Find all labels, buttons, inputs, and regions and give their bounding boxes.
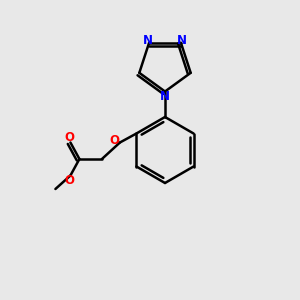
Text: N: N	[177, 34, 188, 47]
Text: O: O	[65, 174, 75, 188]
Text: O: O	[65, 130, 75, 144]
Text: N: N	[160, 89, 170, 103]
Text: O: O	[110, 134, 119, 148]
Text: N: N	[142, 34, 153, 47]
